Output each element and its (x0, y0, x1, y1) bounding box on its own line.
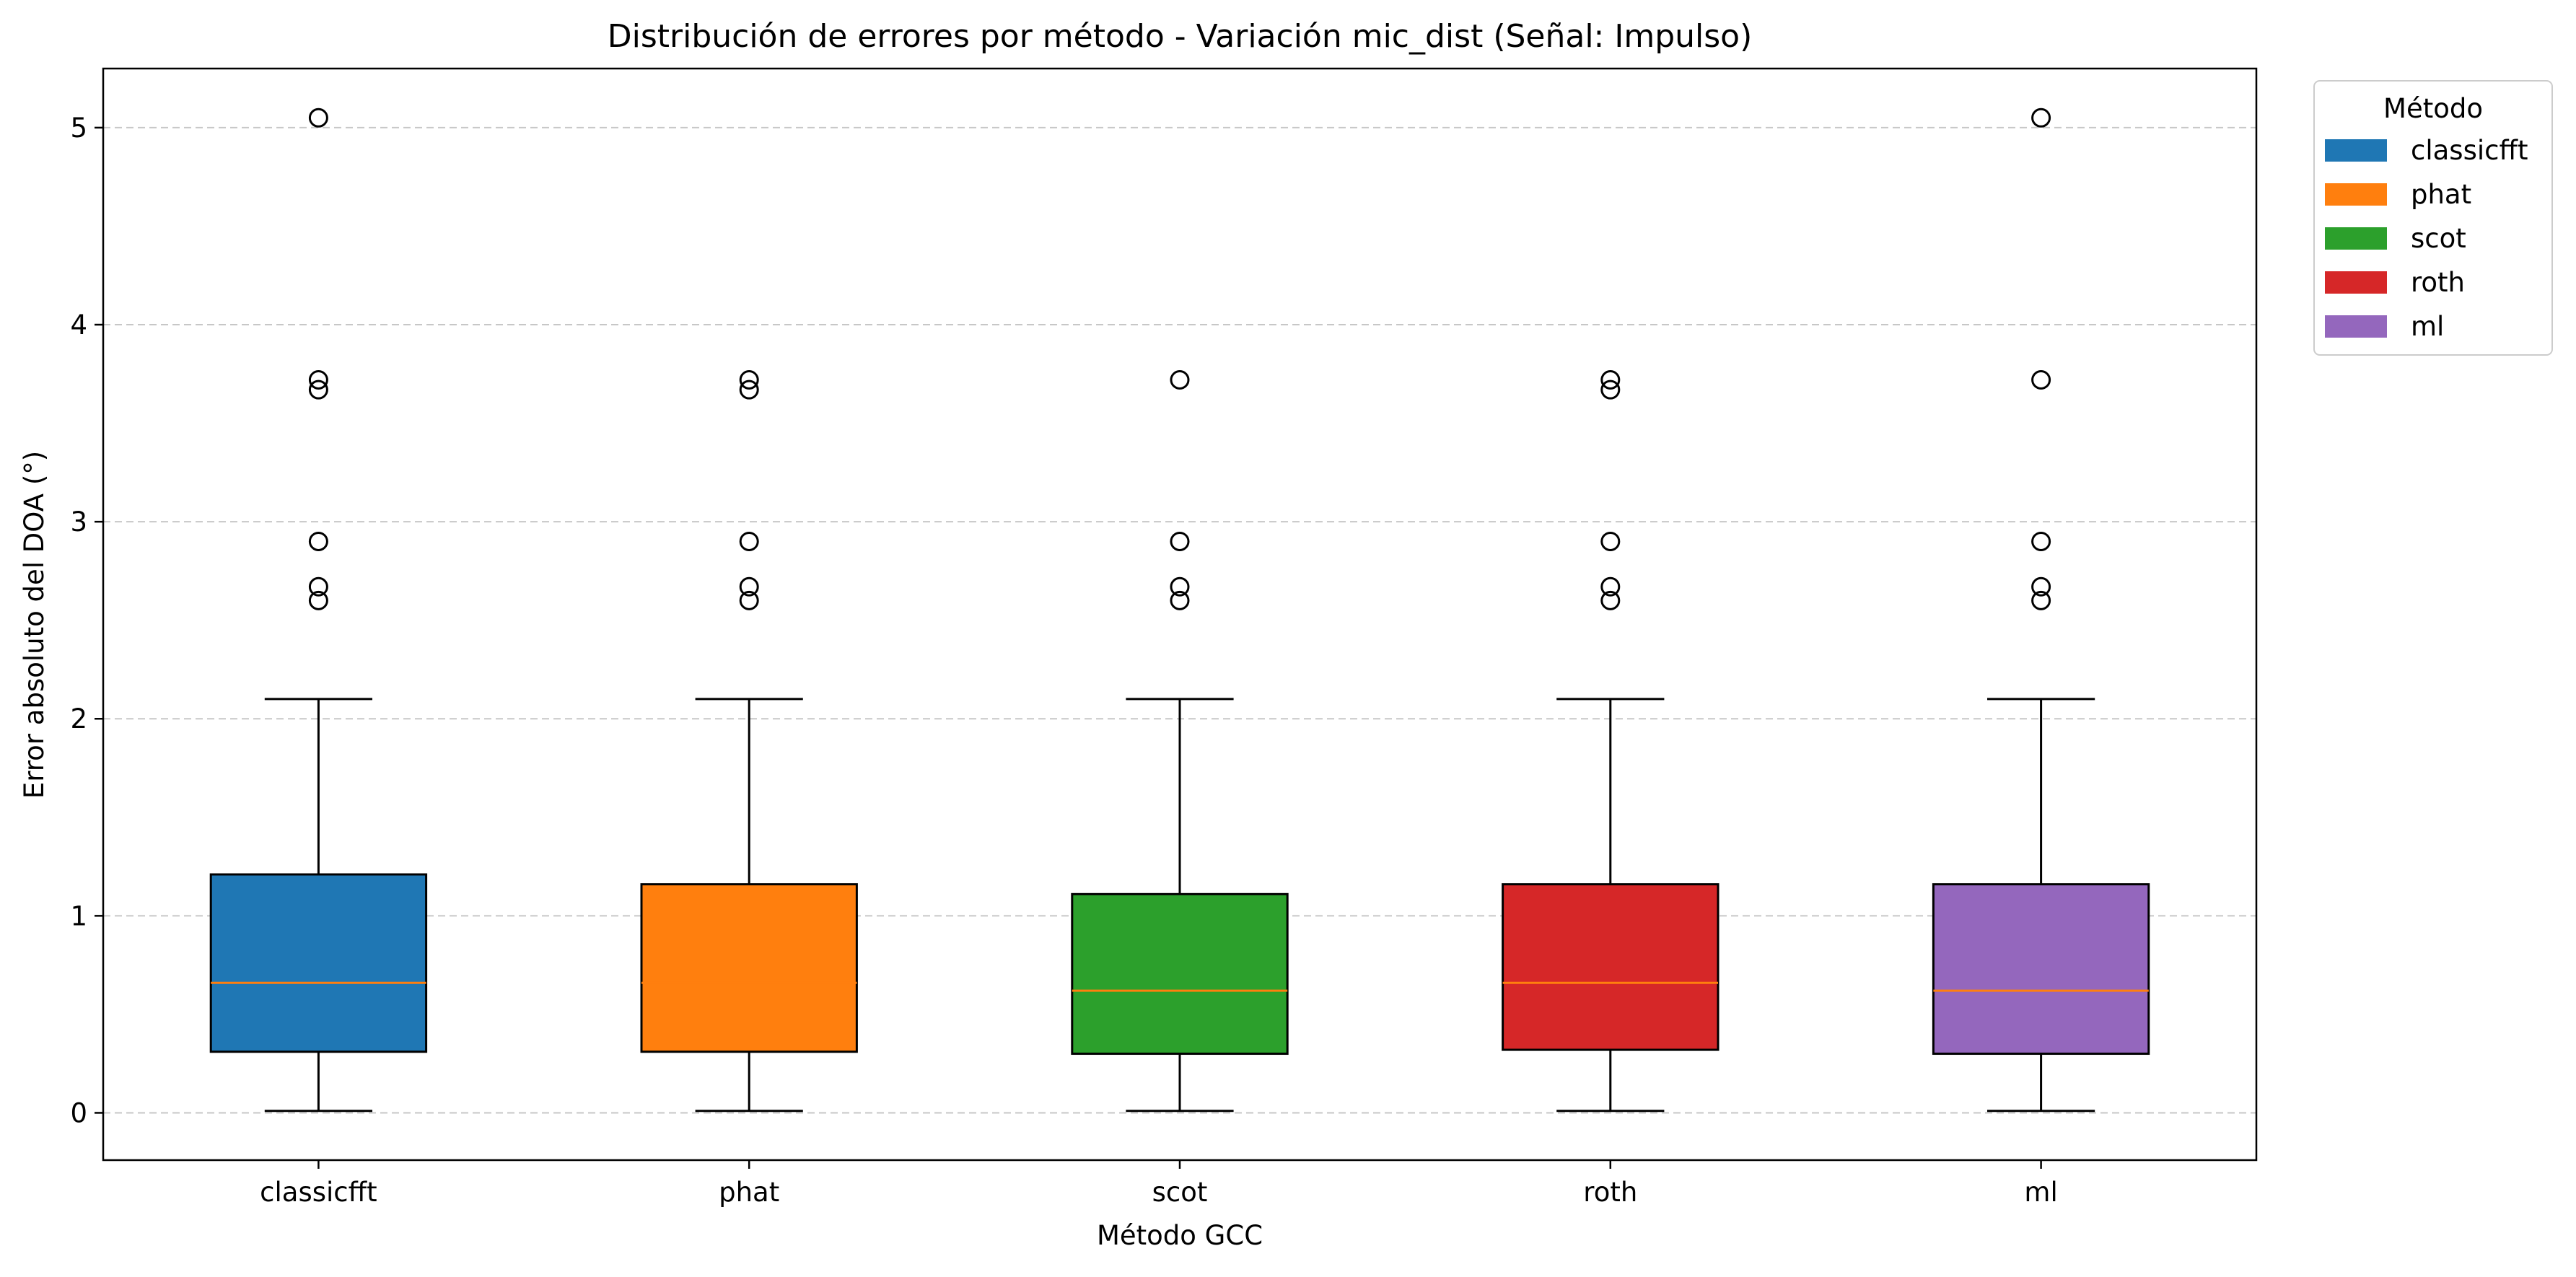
outlier-point (739, 370, 759, 390)
legend-swatch-scot (2325, 227, 2387, 250)
x-tick-label: roth (1583, 1177, 1637, 1208)
outlier-point (739, 576, 759, 597)
outlier-point (1600, 370, 1621, 390)
box-group-ml (1932, 107, 2150, 1113)
legend-label-scot: scot (2411, 223, 2466, 254)
outlier-point (1170, 531, 1190, 551)
outlier-point (2031, 531, 2051, 551)
x-tick-label: ml (2024, 1177, 2057, 1208)
outlier-point (308, 590, 328, 610)
boxes-layer (209, 107, 2150, 1113)
chart-title: Distribución de errores por método - Var… (608, 18, 1753, 55)
outlier-point (308, 379, 328, 400)
legend: Método classicfft phat scot roth ml (2313, 80, 2553, 356)
outlier-point (2031, 107, 2051, 128)
box-classicfft (209, 873, 428, 1053)
x-tick-label: classicfft (260, 1177, 377, 1208)
legend-label-phat: phat (2411, 179, 2471, 210)
outlier-point (2031, 576, 2051, 597)
legend-swatch-roth (2325, 271, 2387, 294)
y-axis-label: Error absoluto del DOA (°) (19, 451, 50, 799)
outlier-point (739, 531, 759, 551)
box-group-scot (1071, 370, 1289, 1113)
x-tick-label: phat (719, 1177, 779, 1208)
outlier-point (1170, 576, 1190, 597)
box-ml (1932, 883, 2150, 1056)
legend-label-roth: roth (2411, 267, 2465, 298)
box-roth (1502, 883, 1719, 1051)
axis-ticks: 0 1 2 3 4 5 classicfft phat scot roth ml (70, 113, 2057, 1208)
outlier-point (1600, 576, 1621, 597)
box-group-roth (1502, 370, 1719, 1113)
outlier-point (1600, 590, 1621, 610)
legend-label-ml: ml (2411, 311, 2444, 342)
outlier-point (308, 531, 328, 551)
legend-swatch-classicfft (2325, 139, 2387, 162)
legend-items: classicfft phat scot roth ml (2325, 135, 2528, 342)
x-axis-label: Método GCC (1097, 1220, 1263, 1251)
y-tick-label: 0 (70, 1097, 87, 1128)
outlier-point (308, 107, 328, 128)
y-tick-label: 5 (70, 113, 87, 144)
y-tick-label: 4 (70, 310, 87, 341)
legend-title: Método (2383, 93, 2483, 124)
box-group-phat (640, 370, 858, 1113)
legend-swatch-ml (2325, 315, 2387, 338)
y-tick-label: 2 (70, 703, 87, 734)
box-group-classicfft (209, 107, 428, 1113)
x-tick-label: scot (1152, 1177, 1208, 1208)
outlier-point (308, 370, 328, 390)
outlier-point (1600, 531, 1621, 551)
outlier-point (739, 590, 759, 610)
outlier-point (2031, 370, 2051, 390)
outlier-point (1170, 590, 1190, 610)
legend-label-classicfft: classicfft (2411, 135, 2528, 166)
y-tick-label: 3 (70, 506, 87, 537)
y-tick-label: 1 (70, 900, 87, 931)
outlier-point (2031, 590, 2051, 610)
box-scot (1071, 892, 1289, 1056)
outlier-point (308, 576, 328, 597)
legend-swatch-phat (2325, 183, 2387, 206)
outlier-point (1170, 370, 1190, 390)
outlier-point (739, 379, 759, 400)
box-phat (640, 883, 858, 1053)
outlier-point (1600, 379, 1621, 400)
